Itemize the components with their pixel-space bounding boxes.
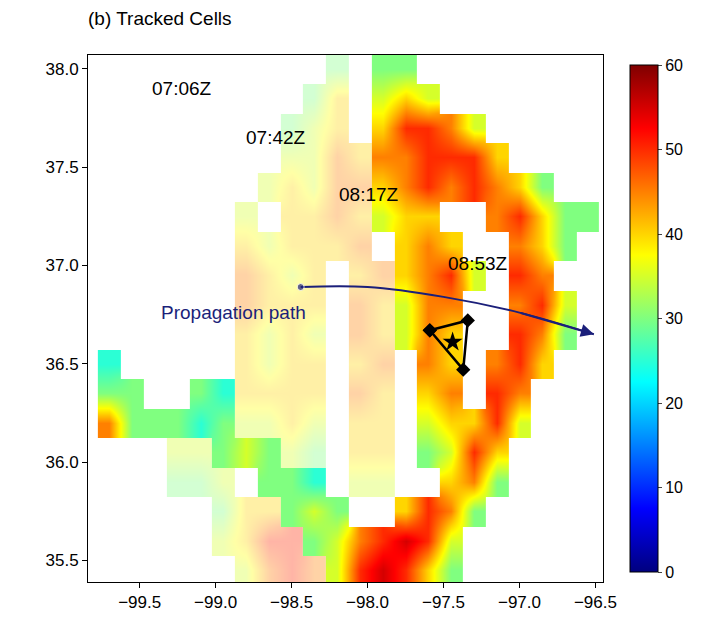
svg-text:38.0: 38.0 — [46, 60, 79, 79]
svg-text:60: 60 — [665, 57, 683, 74]
svg-text:08:53Z: 08:53Z — [448, 253, 508, 274]
svg-text:20: 20 — [665, 395, 683, 412]
svg-text:−98.5: −98.5 — [270, 593, 313, 612]
svg-text:08:17Z: 08:17Z — [339, 184, 399, 205]
svg-text:(b) Tracked Cells: (b) Tracked Cells — [88, 8, 232, 29]
svg-text:−99.0: −99.0 — [194, 593, 237, 612]
svg-text:0: 0 — [665, 564, 674, 581]
svg-text:10: 10 — [665, 479, 683, 496]
svg-text:07:06Z: 07:06Z — [152, 78, 212, 99]
svg-text:36.5: 36.5 — [46, 355, 79, 374]
svg-text:Propagation path: Propagation path — [161, 302, 306, 323]
svg-text:40: 40 — [665, 226, 683, 243]
svg-text:37.0: 37.0 — [46, 256, 79, 275]
svg-text:07:42Z: 07:42Z — [246, 127, 306, 148]
svg-text:−97.5: −97.5 — [422, 593, 465, 612]
svg-text:−98.0: −98.0 — [346, 593, 389, 612]
svg-text:−97.0: −97.0 — [498, 593, 541, 612]
svg-text:−99.5: −99.5 — [118, 593, 161, 612]
svg-text:−96.5: −96.5 — [574, 593, 617, 612]
svg-text:50: 50 — [665, 141, 683, 158]
svg-text:35.5: 35.5 — [46, 551, 79, 570]
svg-text:30: 30 — [665, 310, 683, 327]
svg-text:36.0: 36.0 — [46, 453, 79, 472]
svg-text:37.5: 37.5 — [46, 158, 79, 177]
